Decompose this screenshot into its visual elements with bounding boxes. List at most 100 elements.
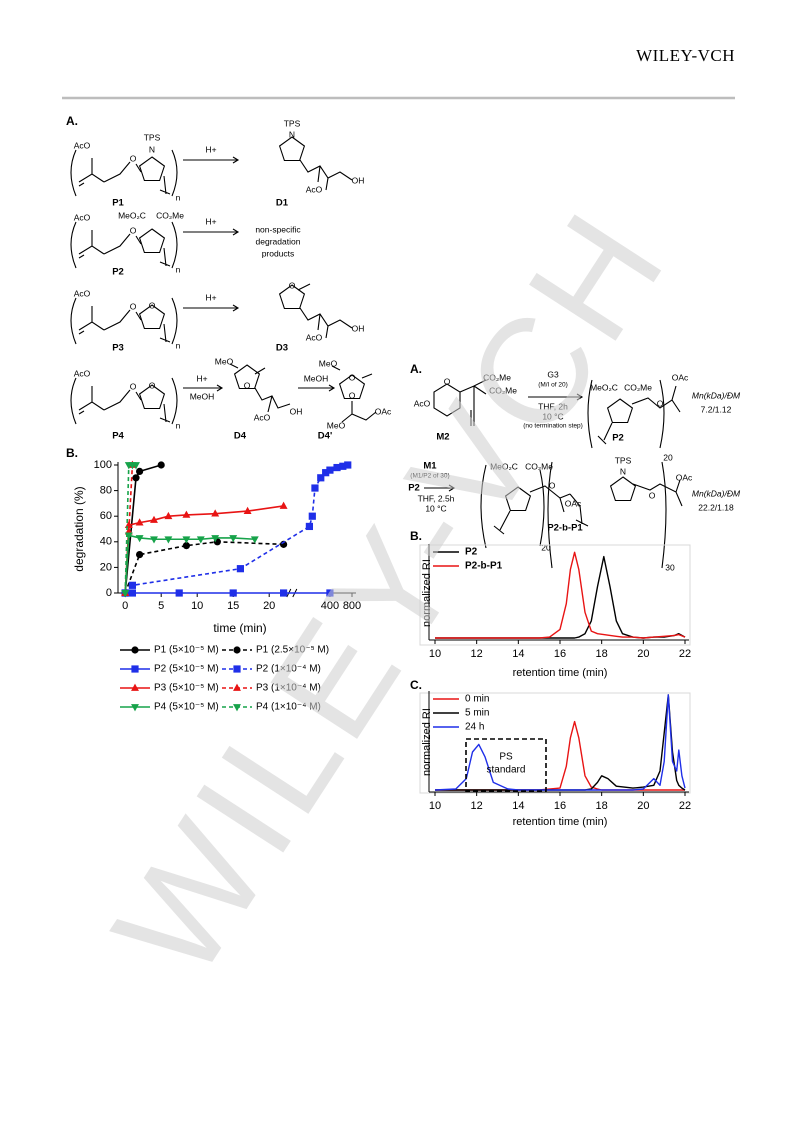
marker bbox=[164, 511, 173, 520]
atom: O bbox=[149, 380, 156, 390]
marker bbox=[317, 474, 325, 482]
y-axis-label: normalized RI bbox=[421, 559, 433, 627]
legend-label: P4 (1×10⁻⁴ M) bbox=[256, 702, 321, 713]
charts: B.degradation (%)time (min)0204060801000… bbox=[66, 446, 691, 828]
marker bbox=[233, 704, 241, 712]
publisher: WILEY-VCH bbox=[636, 46, 735, 65]
x-tick-label: 22 bbox=[679, 648, 691, 660]
atom: AcO bbox=[74, 140, 91, 150]
compound-name: P4 bbox=[112, 431, 124, 442]
atom: CO₂Me bbox=[483, 372, 511, 382]
legend-label: P2-b-P1 bbox=[465, 561, 503, 572]
atom: CO₂Me bbox=[525, 461, 553, 471]
reagent: H+ bbox=[205, 216, 216, 226]
marker bbox=[164, 536, 173, 544]
marker bbox=[326, 589, 334, 597]
atom: OH bbox=[290, 406, 303, 416]
reagent: H+ bbox=[205, 144, 216, 154]
compound-name: P2-b-P1 bbox=[547, 523, 583, 534]
atom: O bbox=[349, 390, 356, 400]
atom: OAc bbox=[676, 472, 693, 482]
atom: CO₂Me bbox=[156, 210, 184, 220]
marker bbox=[128, 581, 136, 589]
conditions: 10 °C bbox=[425, 503, 446, 513]
marker bbox=[132, 462, 140, 470]
marker bbox=[339, 462, 347, 470]
product-text: products bbox=[262, 248, 295, 258]
atom: MeO₂C bbox=[118, 210, 146, 220]
atom: AcO bbox=[306, 184, 323, 194]
atom: MeO bbox=[215, 356, 234, 366]
x-tick-label: 15 bbox=[227, 600, 239, 612]
atom: 20 bbox=[663, 452, 673, 462]
series-line bbox=[124, 540, 284, 594]
x-tick-label: 14 bbox=[512, 800, 524, 812]
mn-label: Mn(kDa)/ĐM bbox=[692, 488, 741, 498]
marker bbox=[182, 536, 191, 544]
x-tick-label: 14 bbox=[512, 648, 524, 660]
compound-name: P2 bbox=[612, 433, 624, 444]
row-3: H+ AcO O O n P3 O AcO OH D3 bbox=[71, 280, 365, 354]
marker bbox=[175, 589, 183, 597]
atom: CO₂Me bbox=[624, 382, 652, 392]
marker bbox=[128, 589, 136, 597]
panel-label: A. bbox=[410, 362, 422, 376]
x-tick-label: 20 bbox=[637, 648, 649, 660]
annotation-box bbox=[465, 738, 547, 792]
marker bbox=[322, 469, 330, 477]
marker bbox=[233, 665, 241, 673]
atom: N bbox=[620, 466, 626, 476]
conditions: 10 °C bbox=[542, 411, 563, 421]
marker bbox=[305, 522, 314, 531]
x-tick-label: 16 bbox=[554, 648, 566, 660]
marker bbox=[131, 704, 139, 712]
atom: n bbox=[176, 340, 181, 350]
legend-label: 5 min bbox=[465, 708, 489, 719]
legend-label: P2 (5×10⁻⁵ M) bbox=[154, 664, 219, 675]
atom: TPS bbox=[284, 118, 301, 128]
ratio: (M1/P2 of 30) bbox=[410, 473, 449, 480]
marker bbox=[196, 536, 205, 544]
x-tick-label: 12 bbox=[471, 648, 483, 660]
compound-name: P1 bbox=[112, 198, 124, 209]
compound-name: P2 bbox=[112, 267, 124, 278]
atom: OAc bbox=[672, 372, 689, 382]
atom: MeO₂C bbox=[590, 382, 618, 392]
compound-name: M2 bbox=[436, 432, 449, 443]
reagent: H+ bbox=[205, 292, 216, 302]
atom: OH bbox=[352, 323, 365, 333]
legend-label: P3 (1×10⁻⁴ M) bbox=[256, 683, 321, 694]
atom: AcO bbox=[306, 332, 323, 342]
x-axis-label: retention time (min) bbox=[513, 667, 608, 679]
atom: O bbox=[149, 300, 156, 310]
marker bbox=[150, 515, 158, 523]
compound-name: D4 bbox=[234, 431, 247, 442]
legend-label: 0 min bbox=[465, 694, 489, 705]
atom: O bbox=[649, 490, 656, 500]
catalyst: G3 bbox=[547, 369, 559, 379]
trace bbox=[435, 551, 686, 639]
panel-label: B. bbox=[410, 529, 422, 543]
annotation: PS bbox=[499, 752, 513, 763]
x-tick-label: 10 bbox=[429, 800, 441, 812]
marker bbox=[135, 535, 144, 543]
start: P2 bbox=[408, 483, 420, 494]
y-tick-label: 60 bbox=[100, 510, 112, 522]
note: (no termination step) bbox=[523, 423, 583, 430]
conditions: THF, 2h bbox=[538, 401, 568, 411]
trace bbox=[434, 694, 686, 791]
marker bbox=[229, 589, 237, 597]
mn-value: 22.2/1.18 bbox=[698, 502, 734, 512]
panel-label: B. bbox=[66, 446, 78, 460]
plot-frame bbox=[419, 544, 691, 646]
marker bbox=[250, 536, 259, 544]
marker bbox=[243, 506, 252, 514]
product-text: non-specific bbox=[255, 224, 301, 234]
legend-label: P3 (5×10⁻⁵ M) bbox=[154, 683, 219, 694]
atom: O bbox=[130, 381, 137, 391]
row-4: H+ MeOH MeOH AcO O O n P4 MeO O AcO OH D… bbox=[71, 356, 392, 442]
atom: AcO bbox=[254, 412, 271, 422]
atom: N bbox=[149, 144, 155, 154]
atom: AcO bbox=[74, 368, 91, 378]
